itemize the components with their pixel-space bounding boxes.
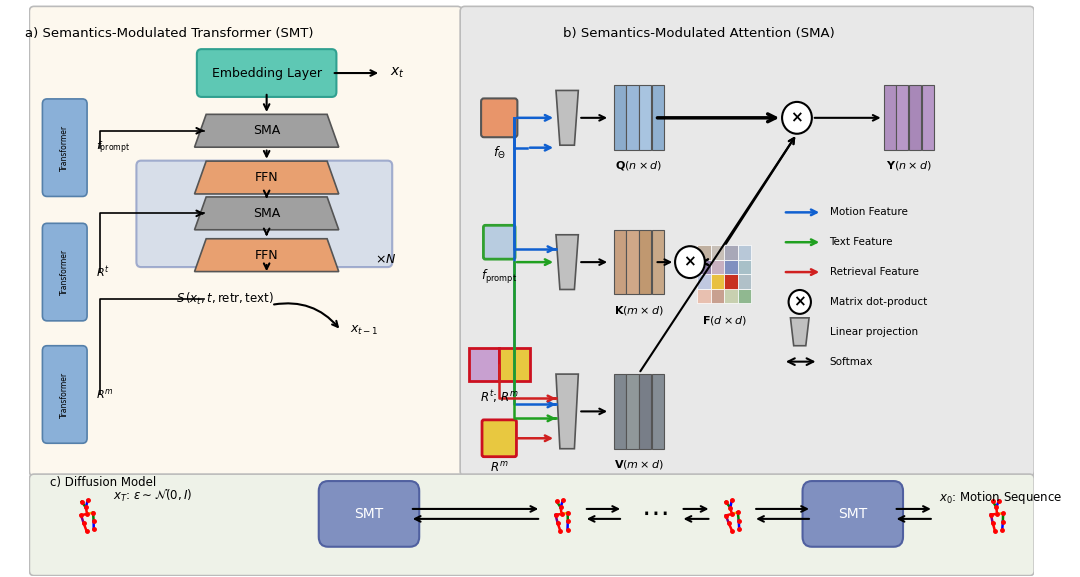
Bar — [651, 85, 664, 150]
Bar — [725, 288, 738, 303]
FancyBboxPatch shape — [29, 474, 1035, 576]
Text: Embedding Layer: Embedding Layer — [212, 66, 322, 80]
FancyBboxPatch shape — [482, 420, 516, 456]
Text: $R^t$: $R^t$ — [96, 264, 110, 280]
Text: Text Feature: Text Feature — [829, 237, 893, 247]
Text: $\mathbf{K}(m \times d)$: $\mathbf{K}(m \times d)$ — [613, 305, 664, 317]
Text: $f_{\Theta}$: $f_{\Theta}$ — [492, 145, 505, 161]
Text: $\mathbf{V}(m \times d)$: $\mathbf{V}(m \times d)$ — [613, 458, 664, 471]
Bar — [651, 374, 664, 449]
Text: $R^m$: $R^m$ — [490, 461, 509, 475]
Text: $x_{t-1}$: $x_{t-1}$ — [350, 324, 379, 338]
Bar — [698, 288, 711, 303]
Bar — [698, 274, 711, 288]
Polygon shape — [194, 239, 339, 272]
FancyBboxPatch shape — [42, 99, 87, 196]
Bar — [613, 85, 626, 150]
Text: $\mathbf{F}(d \times d)$: $\mathbf{F}(d \times d)$ — [702, 314, 747, 327]
Text: $f_{\rm prompt}$: $f_{\rm prompt}$ — [96, 140, 131, 156]
Text: ×: × — [684, 254, 697, 269]
Circle shape — [675, 246, 705, 278]
Bar — [909, 85, 921, 150]
Bar — [626, 85, 638, 150]
FancyBboxPatch shape — [42, 223, 87, 321]
Bar — [738, 288, 752, 303]
FancyBboxPatch shape — [802, 481, 903, 547]
Bar — [639, 374, 651, 449]
Text: Transformer: Transformer — [60, 249, 69, 295]
Text: b) Semantics-Modulated Attention (SMA): b) Semantics-Modulated Attention (SMA) — [564, 27, 835, 40]
Polygon shape — [791, 318, 809, 346]
Text: $\mathbf{Y}(n \times d)$: $\mathbf{Y}(n \times d)$ — [886, 159, 931, 172]
Text: Retrieval Feature: Retrieval Feature — [829, 267, 918, 277]
FancyBboxPatch shape — [481, 99, 517, 137]
Bar — [651, 230, 664, 294]
Bar — [738, 245, 752, 260]
Text: Motion Feature: Motion Feature — [829, 207, 907, 218]
Text: Transformer: Transformer — [60, 125, 69, 171]
Circle shape — [782, 102, 812, 134]
Text: Matrix dot-product: Matrix dot-product — [829, 297, 927, 307]
Text: SMA: SMA — [253, 124, 281, 137]
Bar — [725, 260, 738, 274]
Text: Transformer: Transformer — [60, 372, 69, 418]
Text: a) Semantics-Modulated Transformer (SMT): a) Semantics-Modulated Transformer (SMT) — [25, 27, 313, 40]
Bar — [883, 85, 895, 150]
Bar — [639, 85, 651, 150]
Text: $R^t$; $R^m$: $R^t$; $R^m$ — [480, 388, 518, 405]
Text: SMT: SMT — [354, 507, 383, 521]
Bar — [639, 230, 651, 294]
Bar — [711, 260, 725, 274]
Text: Softmax: Softmax — [829, 357, 873, 366]
Text: $\times N$: $\times N$ — [376, 253, 397, 265]
FancyBboxPatch shape — [484, 225, 515, 259]
Bar — [469, 348, 499, 381]
Text: FFN: FFN — [255, 171, 279, 184]
Polygon shape — [556, 235, 578, 290]
Text: $S\,(x_t, t, {\rm retr, text})$: $S\,(x_t, t, {\rm retr, text})$ — [176, 291, 273, 307]
Bar — [725, 245, 738, 260]
Bar — [738, 260, 752, 274]
Bar — [711, 274, 725, 288]
Bar — [499, 348, 530, 381]
Bar — [613, 230, 626, 294]
Polygon shape — [556, 374, 578, 449]
Text: $x_0$: Motion Sequence: $x_0$: Motion Sequence — [940, 489, 1063, 507]
FancyBboxPatch shape — [42, 346, 87, 443]
Text: $f_{\rm prompt}$: $f_{\rm prompt}$ — [482, 268, 517, 286]
Bar — [698, 245, 711, 260]
Bar — [711, 288, 725, 303]
Bar — [921, 85, 933, 150]
Text: $\mathbf{Q}(n \times d)$: $\mathbf{Q}(n \times d)$ — [616, 159, 662, 172]
Text: Linear projection: Linear projection — [829, 327, 918, 337]
Polygon shape — [556, 91, 578, 145]
Bar — [626, 374, 638, 449]
Text: c) Diffusion Model: c) Diffusion Model — [50, 476, 157, 489]
Bar — [725, 274, 738, 288]
FancyBboxPatch shape — [197, 49, 336, 97]
Polygon shape — [194, 197, 339, 230]
Polygon shape — [194, 114, 339, 147]
Text: $x_T$: $\epsilon \sim \mathcal{N}(0, I)$: $x_T$: $\epsilon \sim \mathcal{N}(0, I)$ — [113, 488, 192, 504]
Bar — [896, 85, 908, 150]
Circle shape — [788, 290, 811, 314]
Bar — [626, 230, 638, 294]
Text: FFN: FFN — [255, 249, 279, 261]
Text: SMA: SMA — [253, 207, 281, 220]
FancyBboxPatch shape — [29, 6, 462, 476]
Text: SMT: SMT — [838, 507, 867, 521]
Text: $x_t$: $x_t$ — [390, 66, 405, 80]
Bar — [613, 374, 626, 449]
FancyBboxPatch shape — [136, 160, 392, 267]
Bar — [698, 260, 711, 274]
Bar — [738, 274, 752, 288]
FancyBboxPatch shape — [319, 481, 419, 547]
FancyBboxPatch shape — [460, 6, 1035, 476]
Bar — [711, 245, 725, 260]
Text: $\cdots$: $\cdots$ — [642, 499, 667, 527]
Text: ×: × — [791, 110, 804, 125]
Polygon shape — [194, 161, 339, 194]
Text: ×: × — [794, 294, 806, 309]
Text: $R^m$: $R^m$ — [96, 388, 113, 402]
